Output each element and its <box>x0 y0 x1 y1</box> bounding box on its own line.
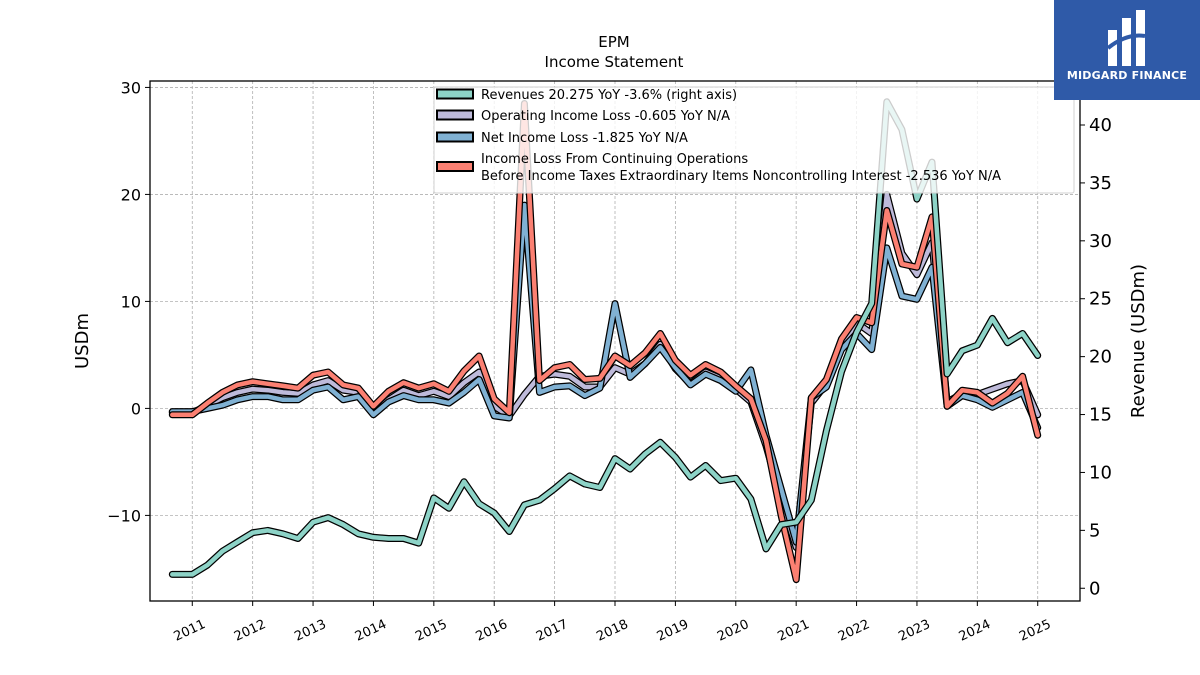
series-stroke <box>170 192 1040 550</box>
y2-tick-label: 40 <box>1089 115 1112 136</box>
y2-axis-label: Revenue (USDm) <box>1128 264 1149 418</box>
y-axis-label: USDm <box>72 313 93 369</box>
x-tick-label: 2019 <box>655 617 691 645</box>
y-tick-label: 0 <box>131 399 141 418</box>
legend-swatch <box>436 109 474 121</box>
x-tick-label: 2024 <box>957 617 993 645</box>
plot-frame <box>149 80 1081 602</box>
x-tick-label: 2014 <box>353 617 389 645</box>
y2-tick-label: 25 <box>1089 289 1112 310</box>
y-tick-label: −10 <box>107 506 141 525</box>
series-line <box>168 100 1042 584</box>
x-tick-label: 2025 <box>1017 617 1053 645</box>
x-tick-label: 2018 <box>594 617 630 645</box>
x-tick-label: 2020 <box>715 617 751 645</box>
chart-subtitle: Income Statement <box>545 53 684 71</box>
legend-label: Operating Income Loss -0.605 YoY N/A <box>481 109 730 124</box>
x-tick-label: 2012 <box>232 617 268 645</box>
y-tick-label: 30 <box>121 78 141 97</box>
midgard-finance-logo: MIDGARD FINANCE <box>1054 0 1200 100</box>
x-tick-label: 2023 <box>896 617 932 645</box>
y2-tick-label: 15 <box>1089 405 1112 426</box>
y2-tick-label: 20 <box>1089 347 1112 368</box>
y-tick-label: 20 <box>121 185 141 204</box>
legend-swatch <box>436 131 474 143</box>
series-stroke <box>170 101 1040 582</box>
x-tick-label: 2022 <box>836 617 872 645</box>
legend-box <box>433 86 1075 194</box>
legend-label: Before Income Taxes Extraordinary Items … <box>481 169 1001 184</box>
series-line <box>168 201 1042 546</box>
chart-title: EPM <box>598 33 629 51</box>
x-tick-label: 2017 <box>534 617 570 645</box>
legend-swatch <box>436 161 474 172</box>
y2-tick-label: 30 <box>1089 231 1112 252</box>
x-tick-label: 2021 <box>776 617 812 645</box>
x-tick-label: 2016 <box>474 617 510 645</box>
x-tick-label: 2011 <box>172 617 208 645</box>
y2-tick-label: 0 <box>1089 578 1100 599</box>
legend: Revenues 20.275 YoY -3.6% (right axis) Op… <box>433 86 1075 194</box>
logo-text: MIDGARD FINANCE <box>1066 69 1188 82</box>
legend-swatch <box>436 88 474 100</box>
x-tick-label: 2013 <box>292 617 328 645</box>
x-tick-label: 2015 <box>413 617 449 645</box>
logo-mark-icon <box>1106 10 1146 66</box>
y2-tick-label: 10 <box>1089 462 1112 483</box>
y2-tick-label: 35 <box>1089 173 1112 194</box>
series-line <box>168 190 1042 551</box>
series-stroke <box>170 202 1040 545</box>
legend-label: Income Loss From Continuing Operations <box>481 152 748 167</box>
y2-tick-label: 5 <box>1089 520 1100 541</box>
legend-label: Net Income Loss -1.825 YoY N/A <box>481 131 688 146</box>
legend-label: Revenues 20.275 YoY -3.6% (right axis) <box>481 88 737 103</box>
y-tick-label: 10 <box>121 292 141 311</box>
